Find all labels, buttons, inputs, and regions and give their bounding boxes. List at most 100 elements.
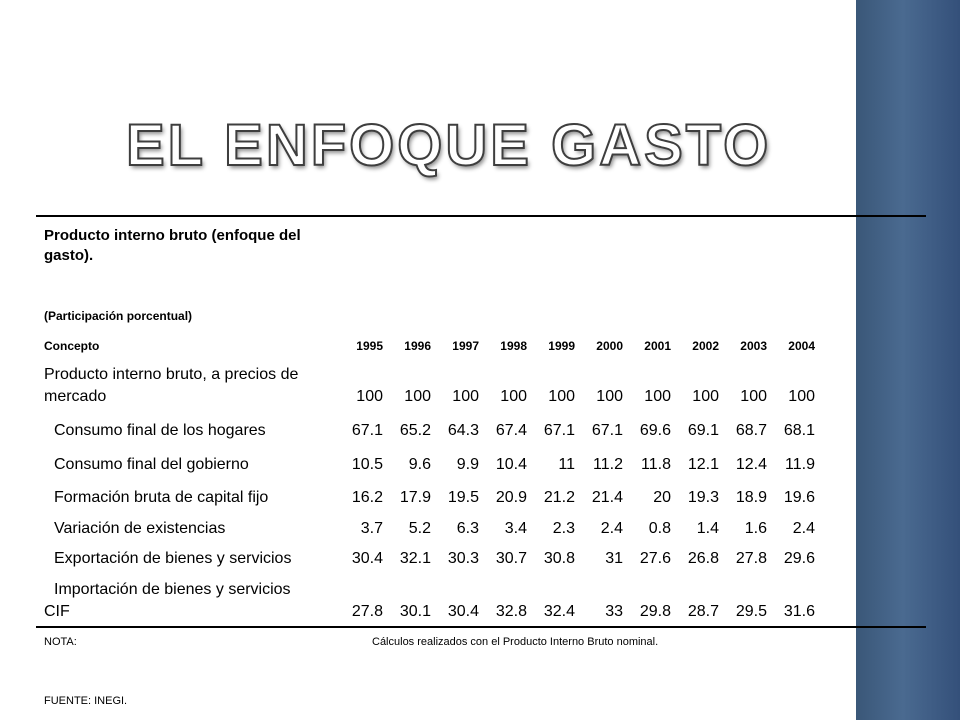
- table-cell: 30.1: [399, 603, 431, 620]
- table-cell: 31: [605, 550, 623, 567]
- table-cell: 29.8: [639, 603, 671, 620]
- row-label: Consumo final del gobierno: [54, 456, 249, 473]
- table-cell: 1.4: [696, 520, 719, 537]
- table-cell: 0.8: [648, 520, 671, 537]
- table-cell: 11.2: [593, 456, 623, 473]
- table-cell: 32.8: [495, 603, 527, 620]
- table-cell: 67.1: [543, 422, 575, 439]
- row-label: Consumo final de los hogares: [54, 422, 266, 439]
- concept-column-header: Concepto: [44, 339, 100, 353]
- table-cell: 27.8: [351, 603, 383, 620]
- year-header: 1995: [356, 339, 383, 353]
- year-header: 1998: [500, 339, 527, 353]
- table-cell: 10.5: [351, 456, 383, 473]
- table-cell: 30.4: [351, 550, 383, 567]
- table-cell: 10.4: [495, 456, 527, 473]
- table-cell: 30.8: [543, 550, 575, 567]
- note-text: Cálculos realizados con el Producto Inte…: [372, 636, 659, 648]
- table-cell: 6.3: [456, 520, 479, 537]
- source-note: FUENTE: INEGI.: [44, 695, 128, 707]
- table-heading: Producto interno bruto (enfoque del gast…: [44, 226, 301, 266]
- table-cell: 9.6: [408, 456, 431, 473]
- table-cell: 100: [356, 388, 383, 405]
- table-cell: 67.4: [495, 422, 527, 439]
- table-cell: 2.4: [600, 520, 623, 537]
- year-header: 2001: [644, 339, 671, 353]
- table-cell: 28.7: [687, 603, 719, 620]
- table-cell: 100: [740, 388, 767, 405]
- table-heading-line1: Producto interno bruto (enfoque del: [44, 227, 301, 244]
- table-cell: 100: [692, 388, 719, 405]
- year-header: 2004: [788, 339, 815, 353]
- table-cell: 64.3: [447, 422, 479, 439]
- table-cell: 68.1: [783, 422, 815, 439]
- row-label: Exportación de bienes y servicios: [54, 550, 292, 567]
- slide-title: EL ENFOQUE GASTO: [125, 112, 772, 179]
- table-cell: 3.7: [360, 520, 383, 537]
- year-header: 2002: [692, 339, 719, 353]
- table-cell: 30.7: [495, 550, 527, 567]
- row-label: Variación de existencias: [54, 520, 226, 537]
- table-cell: 100: [788, 388, 815, 405]
- row-label-continued: CIF: [44, 603, 70, 620]
- table-cell: 30.3: [447, 550, 479, 567]
- table-cell: 12.1: [687, 456, 719, 473]
- table-cell: 19.3: [687, 489, 719, 506]
- table-cell: 29.5: [735, 603, 767, 620]
- table-cell: 2.3: [552, 520, 575, 537]
- table-cell: 100: [644, 388, 671, 405]
- table-cell: 67.1: [351, 422, 383, 439]
- table-bottom-rule: [36, 626, 926, 628]
- table-cell: 1.6: [744, 520, 767, 537]
- table-cell: 18.9: [735, 489, 767, 506]
- table-cell: 65.2: [399, 422, 431, 439]
- table-cell: 69.6: [639, 422, 671, 439]
- table-cell: 12.4: [735, 456, 767, 473]
- table-cell: 5.2: [408, 520, 431, 537]
- table-cell: 9.9: [456, 456, 479, 473]
- table-cell: 20.9: [495, 489, 527, 506]
- table-cell: 31.6: [783, 603, 815, 620]
- year-header: 1997: [452, 339, 479, 353]
- table-cell: 19.6: [783, 489, 815, 506]
- table-cell: 3.4: [504, 520, 527, 537]
- table-cell: 21.2: [543, 489, 575, 506]
- table-heading-line2: gasto).: [44, 247, 94, 264]
- table-top-rule: [36, 215, 926, 217]
- side-accent-bar: [856, 0, 960, 720]
- year-header: 2000: [596, 339, 623, 353]
- table-cell: 17.9: [399, 489, 431, 506]
- table-cell: 20: [653, 489, 671, 506]
- table-cell: 100: [404, 388, 431, 405]
- table-cell: 11.8: [641, 456, 671, 473]
- year-header: 1999: [548, 339, 575, 353]
- table-cell: 32.1: [399, 550, 431, 567]
- year-header: 2003: [740, 339, 767, 353]
- table-cell: 19.5: [447, 489, 479, 506]
- table-cell: 21.4: [591, 489, 623, 506]
- row-label: Formación bruta de capital fijo: [54, 489, 269, 506]
- table-cell: 100: [452, 388, 479, 405]
- table-cell: 32.4: [543, 603, 575, 620]
- table-subheading: (Participación porcentual): [44, 309, 193, 323]
- table-cell: 16.2: [351, 489, 383, 506]
- table-cell: 68.7: [735, 422, 767, 439]
- table-cell: 100: [596, 388, 623, 405]
- table-cell: 69.1: [687, 422, 719, 439]
- table-cell: 26.8: [687, 550, 719, 567]
- table-cell: 33: [605, 603, 623, 620]
- table-cell: 11: [558, 456, 575, 473]
- note-label: NOTA:: [44, 636, 77, 648]
- table-cell: 100: [548, 388, 575, 405]
- row-label: Producto interno bruto, a precios de: [44, 366, 299, 383]
- year-header: 1996: [404, 339, 431, 353]
- table-cell: 67.1: [591, 422, 623, 439]
- table-cell: 30.4: [447, 603, 479, 620]
- table-cell: 100: [500, 388, 527, 405]
- row-label-continued: mercado: [44, 388, 107, 405]
- table-cell: 2.4: [792, 520, 815, 537]
- table-cell: 27.8: [735, 550, 767, 567]
- table-cell: 29.6: [783, 550, 815, 567]
- row-label: Importación de bienes y servicios: [54, 581, 291, 598]
- table-cell: 27.6: [639, 550, 671, 567]
